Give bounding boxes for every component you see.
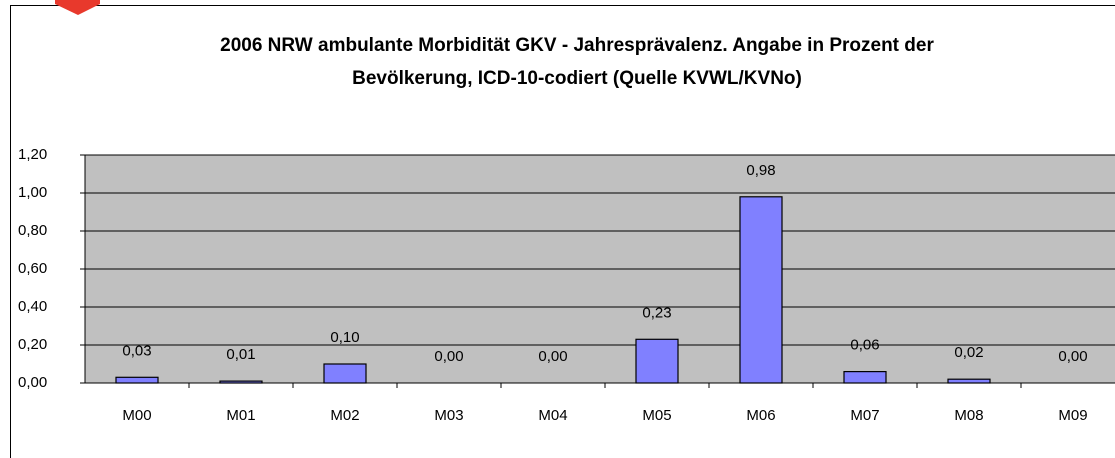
x-tick-label: M08 bbox=[954, 407, 983, 424]
value-label: 0,23 bbox=[642, 304, 671, 321]
y-tick-label: 1,20 bbox=[18, 146, 47, 163]
x-tick-label: M03 bbox=[434, 407, 463, 424]
value-label: 0,10 bbox=[330, 329, 359, 346]
marker-arrow bbox=[55, 0, 100, 15]
value-label: 0,01 bbox=[226, 346, 255, 363]
chart-title: 2006 NRW ambulante Morbidität GKV - Jahr… bbox=[220, 35, 934, 56]
bar bbox=[635, 338, 679, 384]
value-label: 0,06 bbox=[850, 337, 879, 354]
bar bbox=[947, 378, 991, 384]
y-tick-label: 1,00 bbox=[18, 184, 47, 201]
x-tick-label: M02 bbox=[330, 407, 359, 424]
x-tick-label: M06 bbox=[746, 407, 775, 424]
x-tick-label: M07 bbox=[850, 407, 879, 424]
y-tick-label: 0,80 bbox=[18, 222, 47, 239]
value-label: 0,00 bbox=[538, 348, 567, 365]
y-tick-label: 0,40 bbox=[18, 298, 47, 315]
value-label: 0,00 bbox=[434, 348, 463, 365]
x-tick-label: M04 bbox=[538, 407, 567, 424]
bar bbox=[219, 380, 263, 384]
x-tick-label: M00 bbox=[122, 407, 151, 424]
bar bbox=[323, 363, 367, 384]
x-tick-label: M01 bbox=[226, 407, 255, 424]
bar bbox=[115, 376, 159, 384]
chart-title: Bevölkerung, ICD-10-codiert (Quelle KVWL… bbox=[352, 68, 802, 89]
y-tick-label: 0,20 bbox=[18, 336, 47, 353]
bar bbox=[739, 196, 783, 384]
y-tick-label: 0,00 bbox=[18, 374, 47, 391]
value-label: 0,00 bbox=[1058, 348, 1087, 365]
value-label: 0,98 bbox=[746, 162, 775, 179]
x-tick-label: M05 bbox=[642, 407, 671, 424]
y-tick-label: 0,60 bbox=[18, 260, 47, 277]
value-label: 0,03 bbox=[122, 342, 151, 359]
x-tick-label: M09 bbox=[1058, 407, 1087, 424]
bar bbox=[843, 371, 887, 384]
value-label: 0,02 bbox=[954, 344, 983, 361]
